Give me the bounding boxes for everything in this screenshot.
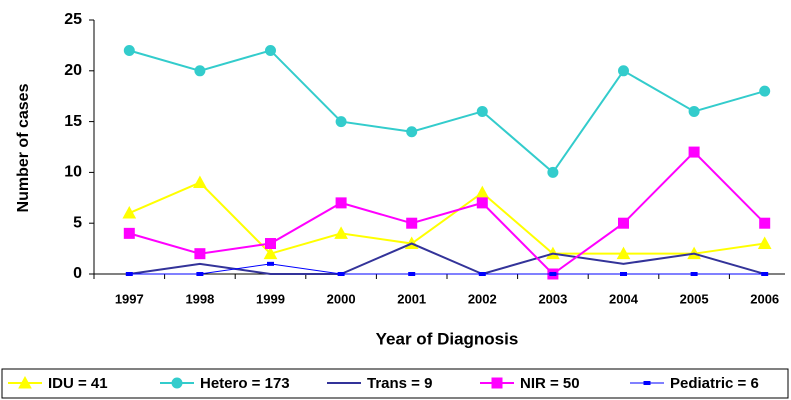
marker bbox=[334, 226, 348, 239]
legend-marker bbox=[18, 375, 32, 389]
x-tick-label: 1997 bbox=[115, 291, 144, 306]
marker bbox=[335, 197, 347, 209]
marker bbox=[194, 248, 206, 260]
marker bbox=[125, 272, 133, 276]
marker bbox=[478, 272, 486, 276]
marker bbox=[406, 126, 418, 138]
x-tick-label: 1999 bbox=[256, 291, 285, 306]
y-tick-label: 0 bbox=[73, 265, 82, 282]
marker bbox=[193, 175, 207, 189]
legend-marker bbox=[171, 377, 183, 389]
marker bbox=[406, 217, 418, 229]
marker bbox=[688, 105, 700, 117]
marker bbox=[476, 197, 488, 209]
x-tick-label: 2002 bbox=[468, 291, 497, 306]
x-tick-label: 2005 bbox=[680, 291, 709, 306]
marker bbox=[547, 166, 559, 178]
marker bbox=[549, 272, 557, 276]
legend-label: Hetero = 173 bbox=[200, 375, 290, 392]
marker bbox=[196, 272, 204, 276]
marker bbox=[616, 246, 631, 260]
marker bbox=[759, 217, 771, 229]
x-tick-label: 2004 bbox=[609, 291, 639, 306]
series-line bbox=[129, 49, 765, 174]
marker bbox=[267, 261, 274, 266]
marker bbox=[761, 272, 769, 276]
marker bbox=[265, 44, 276, 56]
y-tick-label: 5 bbox=[73, 214, 82, 231]
legend-label: IDU = 41 bbox=[48, 375, 108, 392]
marker bbox=[265, 238, 276, 250]
x-axis-label: Year of Diagnosis bbox=[376, 329, 519, 348]
marker bbox=[263, 246, 278, 260]
marker bbox=[123, 44, 135, 56]
marker bbox=[335, 116, 347, 128]
y-tick-label: 25 bbox=[64, 11, 82, 28]
series-line bbox=[129, 242, 765, 276]
legend-marker bbox=[491, 377, 503, 389]
marker bbox=[194, 65, 206, 77]
x-tick-label: 2000 bbox=[327, 291, 356, 306]
marker bbox=[757, 236, 772, 250]
x-tick-label: 1998 bbox=[185, 291, 214, 306]
marker bbox=[688, 146, 700, 158]
marker bbox=[690, 272, 698, 276]
x-tick-label: 2003 bbox=[538, 291, 567, 306]
series-line bbox=[129, 150, 766, 276]
legend-label: Pediatric = 6 bbox=[670, 375, 759, 392]
legend-label: Trans = 9 bbox=[367, 375, 432, 392]
x-tick-label: 2006 bbox=[750, 291, 779, 306]
y-tick-label: 15 bbox=[64, 113, 82, 130]
marker bbox=[408, 272, 416, 276]
marker bbox=[620, 272, 627, 276]
series-line bbox=[128, 181, 765, 255]
x-tick-label: 2001 bbox=[397, 291, 426, 306]
marker bbox=[122, 205, 137, 219]
marker bbox=[476, 105, 488, 117]
marker bbox=[475, 185, 490, 199]
marker bbox=[759, 85, 771, 97]
legend-marker bbox=[643, 381, 651, 385]
y-tick-label: 20 bbox=[64, 62, 82, 79]
legend-label: NIR = 50 bbox=[520, 375, 580, 392]
y-axis-label: Number of cases bbox=[15, 83, 32, 212]
marker bbox=[337, 272, 345, 276]
marker bbox=[618, 65, 629, 77]
marker bbox=[123, 227, 135, 239]
marker bbox=[618, 217, 629, 229]
series-line bbox=[129, 263, 765, 275]
y-tick-label: 10 bbox=[64, 164, 82, 181]
